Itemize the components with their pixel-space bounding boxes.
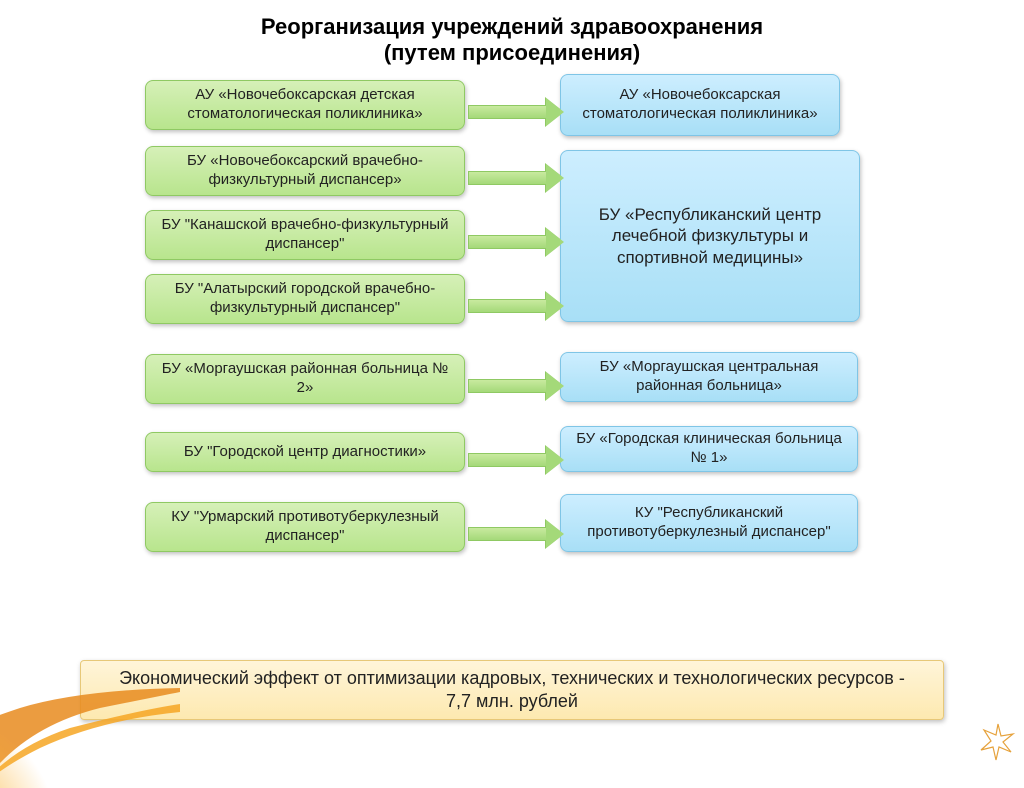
- arrow-head-icon: [546, 372, 564, 400]
- merge-arrow-6: [468, 446, 564, 474]
- arrow-head-icon: [546, 228, 564, 256]
- arrow-body: [468, 379, 546, 393]
- arrow-head-icon: [546, 520, 564, 548]
- target-box-5: КУ "Республиканский противотуберкулезный…: [560, 494, 858, 552]
- source-box-7: КУ "Урмарский противотуберкулезный диспа…: [145, 502, 465, 552]
- source-box-3: БУ "Канашской врачебно-физкультурный дис…: [145, 210, 465, 260]
- arrow-body: [468, 235, 546, 249]
- arrow-head-icon: [546, 446, 564, 474]
- target-box-4: БУ «Городская клиническая больница № 1»: [560, 426, 858, 472]
- arrow-body: [468, 105, 546, 119]
- arrow-body: [468, 453, 546, 467]
- merge-arrow-1: [468, 98, 564, 126]
- footer-text: Экономический эффект от оптимизации кадр…: [111, 667, 913, 714]
- merge-arrow-2: [468, 164, 564, 192]
- merge-arrow-4: [468, 292, 564, 320]
- source-box-4: БУ "Алатырский городской врачебно-физкул…: [145, 274, 465, 324]
- target-box-2: БУ «Республиканский центр лечебной физку…: [560, 150, 860, 322]
- merge-arrow-7: [468, 520, 564, 548]
- source-box-6: БУ "Городской центр диагностики»: [145, 432, 465, 472]
- arrow-body: [468, 299, 546, 313]
- source-box-2: БУ «Новочебоксарский врачебно-физкультур…: [145, 146, 465, 196]
- arrow-body: [468, 171, 546, 185]
- arrow-body: [468, 527, 546, 541]
- target-box-3: БУ «Моргаушская центральная районная бол…: [560, 352, 858, 402]
- slide-title: Реорганизация учреждений здравоохранения…: [0, 0, 1024, 74]
- target-box-1: АУ «Новочебоксарская стоматологическая п…: [560, 74, 840, 136]
- arrow-head-icon: [546, 164, 564, 192]
- title-line-1: Реорганизация учреждений здравоохранения: [0, 14, 1024, 40]
- source-box-5: БУ «Моргаушская районная больница № 2»: [145, 354, 465, 404]
- title-line-2: (путем присоединения): [0, 40, 1024, 66]
- arrow-head-icon: [546, 292, 564, 320]
- merge-arrow-3: [468, 228, 564, 256]
- merge-arrow-5: [468, 372, 564, 400]
- source-box-1: АУ «Новочебоксарская детская стоматологи…: [145, 80, 465, 130]
- diagram-area: АУ «Новочебоксарская детская стоматологи…: [0, 74, 1024, 644]
- footer-effect-box: Экономический эффект от оптимизации кадр…: [80, 660, 944, 720]
- arrow-head-icon: [546, 98, 564, 126]
- decorative-star-icon: [978, 722, 1018, 762]
